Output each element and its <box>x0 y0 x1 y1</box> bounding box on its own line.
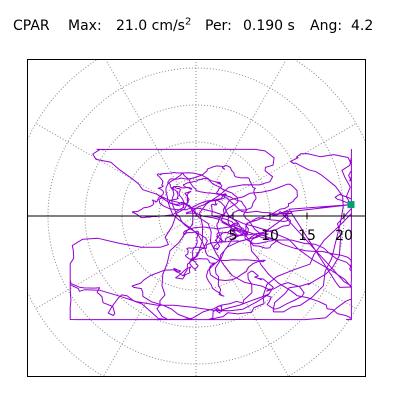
radial-tick-label: 10 <box>261 228 279 244</box>
grid-spoke <box>195 215 357 309</box>
radial-tick-label: 20 <box>335 228 353 244</box>
motion-trace <box>69 148 352 321</box>
max-value-text: 21.0 cm/s <box>116 18 185 34</box>
radial-tick-label: 15 <box>298 228 316 244</box>
station-code: CPAR <box>13 18 50 34</box>
period-label: Per: <box>205 18 232 34</box>
angle-label: Ang: <box>310 18 343 34</box>
grid-spoke <box>103 215 197 376</box>
angle-value: 4.2 <box>351 18 374 34</box>
grid-spoke <box>195 60 287 217</box>
max-point-marker <box>347 201 355 209</box>
max-value-exponent: 2 <box>184 16 192 28</box>
period-value: 0.190 s <box>243 18 295 34</box>
max-label: Max: <box>68 18 102 34</box>
radial-tick-label: 5 <box>229 228 238 244</box>
plot-header: CPAR Max: 21.0 cm/s2 Per: 0.190 s Ang: 4… <box>0 0 400 44</box>
max-value: 21.0 cm/s2 <box>116 16 192 34</box>
grid-spoke <box>195 123 357 217</box>
